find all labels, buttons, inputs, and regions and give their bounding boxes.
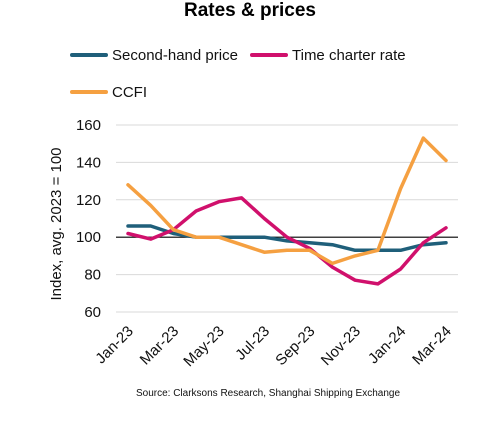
x-tick-label-may-23: May-23 [180, 323, 227, 370]
x-tick-label-jan-23: Jan-23 [92, 323, 136, 367]
x-tick-label-sep-23: Sep-23 [272, 323, 318, 369]
series-line-ccfi [126, 136, 448, 266]
y-tick-label-100: 100 [76, 229, 101, 246]
y-axis-title: Index, avg. 2023 = 100 [48, 147, 65, 300]
legend-label-ccfi: CCFI [112, 84, 147, 101]
legend-item-second-hand-price: Second-hand price [70, 47, 238, 64]
gridlines [116, 124, 458, 313]
y-tick-label-140: 140 [76, 154, 101, 171]
chart-title: Rates & prices [183, 0, 316, 21]
legend-label-second-hand-price: Second-hand price [112, 47, 238, 64]
x-tick-label-mar-23: Mar-23 [137, 323, 183, 369]
legend-item-ccfi: CCFI [70, 84, 147, 101]
legend-item-time-charter-rate: Time charter rate [250, 47, 406, 64]
x-tick-label-jul-23: Jul-23 [232, 323, 273, 364]
source-note: Source: Clarksons Research, Shanghai Shi… [136, 388, 400, 399]
x-tick-label-jan-24: Jan-24 [365, 323, 409, 367]
y-tick-label-120: 120 [76, 192, 101, 209]
y-tick-label-160: 160 [76, 117, 101, 134]
series-line-time-charter-rate [126, 196, 448, 286]
y-tick-label-80: 80 [84, 267, 101, 284]
legend: Second-hand price Time charter rate CCFI [70, 47, 406, 101]
x-tick-label-mar-24: Mar-24 [409, 323, 455, 369]
y-tick-label-60: 60 [84, 304, 101, 321]
series-line-second-hand-price [126, 224, 448, 253]
series-lines [126, 136, 448, 286]
x-tick-label-nov-23: Nov-23 [318, 323, 364, 369]
legend-label-time-charter-rate: Time charter rate [292, 47, 406, 64]
y-axis-ticks: 60 80 100 120 140 160 [76, 117, 101, 321]
